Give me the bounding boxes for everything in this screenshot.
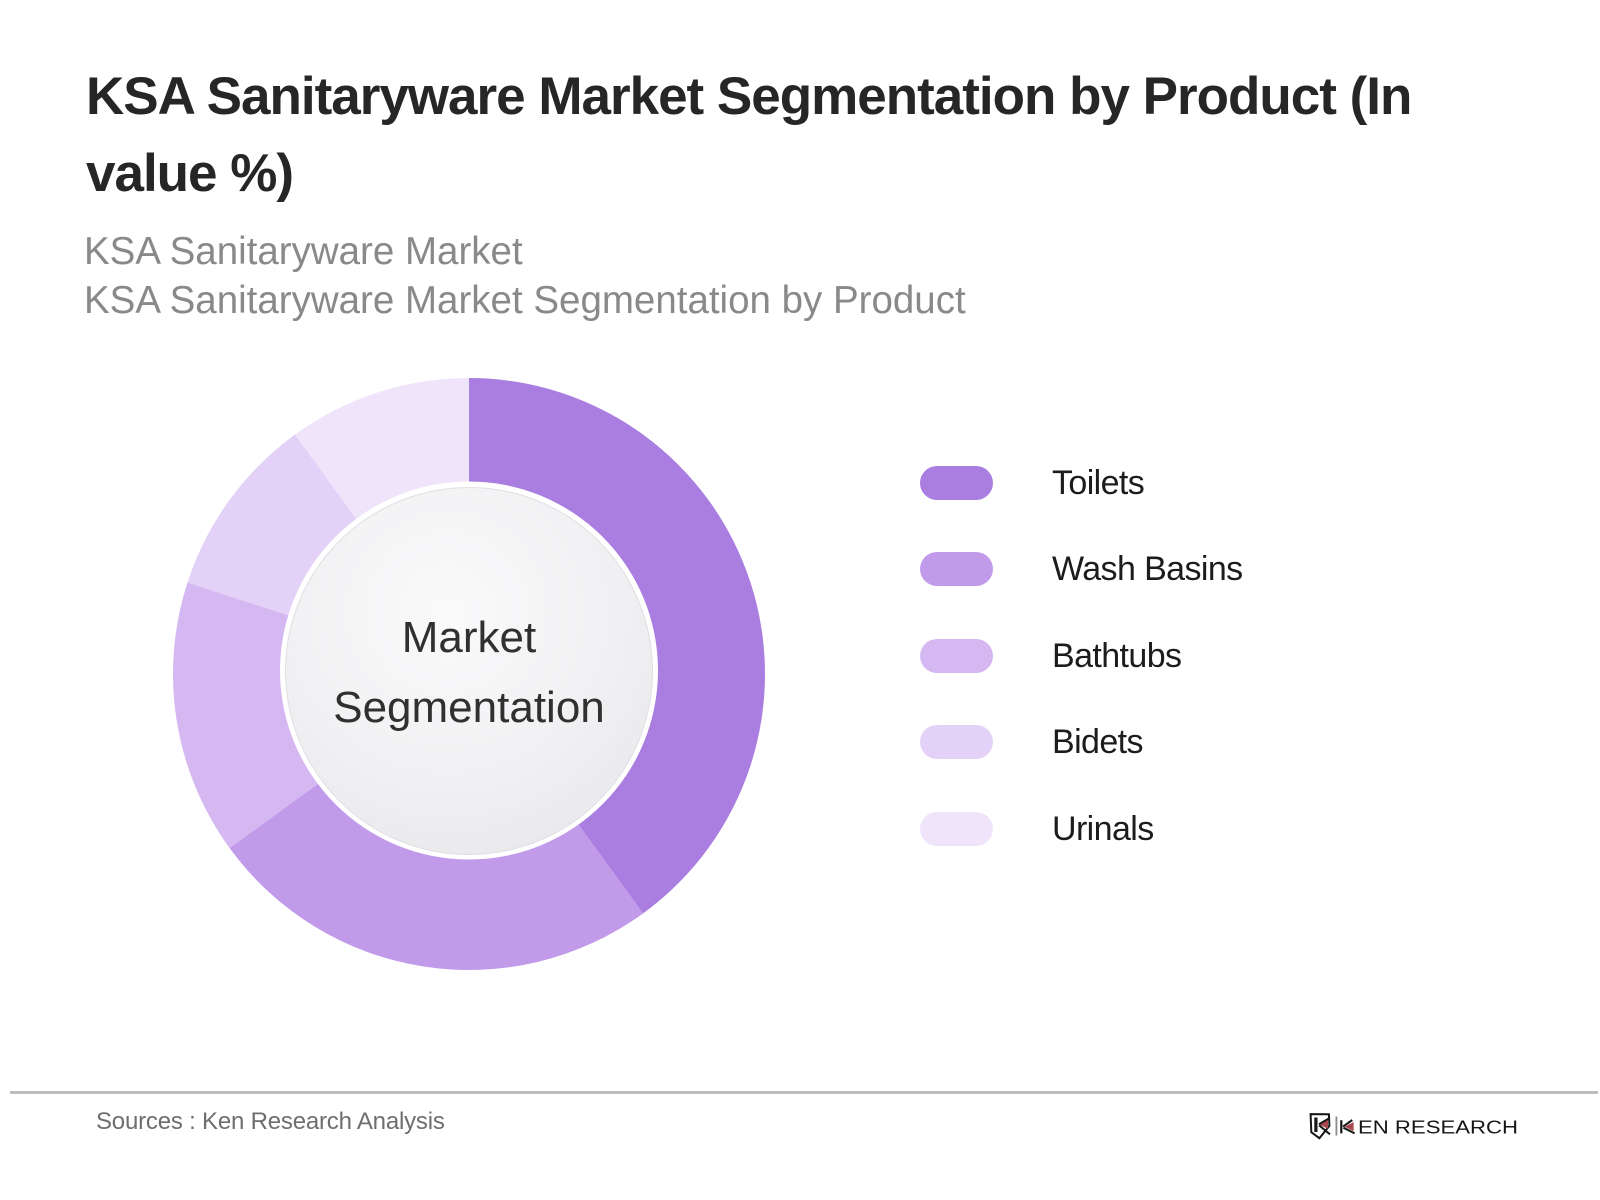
svg-text:EN RESEARCH: EN RESEARCH (1358, 1117, 1518, 1137)
